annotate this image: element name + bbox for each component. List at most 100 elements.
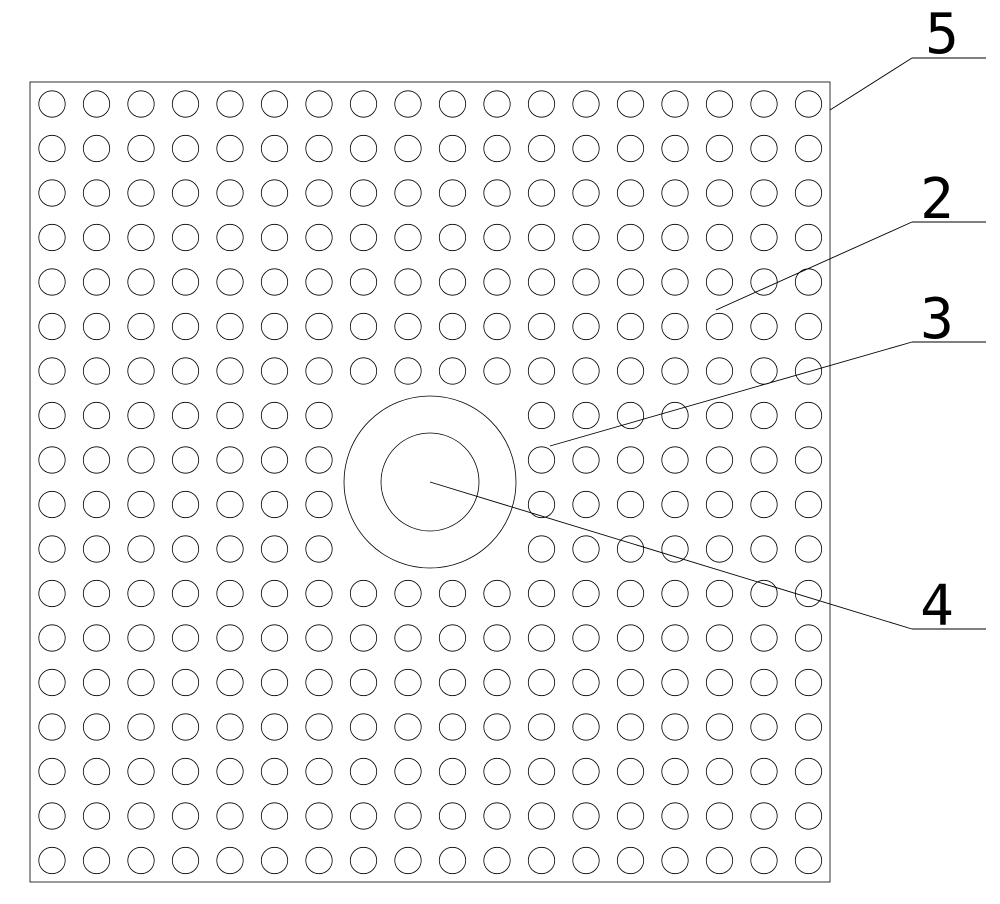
callout-label: 5	[925, 2, 959, 67]
grid-hole	[128, 135, 154, 161]
grid-hole	[128, 358, 154, 384]
grid-hole	[751, 669, 777, 695]
grid-hole	[350, 224, 376, 250]
callout-leader	[716, 222, 912, 310]
grid-hole	[306, 402, 332, 428]
grid-hole	[706, 180, 732, 206]
grid-hole	[39, 402, 65, 428]
grid-hole	[706, 135, 732, 161]
grid-hole	[617, 402, 643, 428]
callout-leader	[430, 482, 912, 629]
grid-hole	[350, 714, 376, 740]
grid-hole	[662, 803, 688, 829]
grid-hole	[39, 313, 65, 339]
grid-hole	[83, 625, 109, 651]
grid-hole	[306, 714, 332, 740]
grid-hole	[83, 447, 109, 473]
grid-hole	[484, 224, 510, 250]
grid-hole	[217, 135, 243, 161]
grid-hole	[573, 803, 599, 829]
grid-hole	[751, 224, 777, 250]
grid-hole	[217, 803, 243, 829]
grid-hole	[261, 669, 287, 695]
callout-leader	[550, 342, 912, 446]
grid-hole	[662, 224, 688, 250]
grid-hole	[617, 625, 643, 651]
grid-hole	[617, 669, 643, 695]
grid-hole	[617, 180, 643, 206]
grid-hole	[261, 313, 287, 339]
grid-hole	[528, 135, 554, 161]
grid-hole	[573, 224, 599, 250]
grid-hole	[83, 91, 109, 117]
grid-hole	[439, 313, 465, 339]
grid-hole	[662, 536, 688, 562]
grid-hole	[172, 358, 198, 384]
grid-hole	[484, 847, 510, 873]
grid-hole	[573, 491, 599, 517]
grid-hole	[528, 536, 554, 562]
grid-hole	[484, 135, 510, 161]
grid-hole	[39, 135, 65, 161]
grid-hole	[172, 269, 198, 295]
grid-hole	[662, 180, 688, 206]
grid-hole	[39, 580, 65, 606]
grid-hole	[172, 669, 198, 695]
grid-hole	[172, 91, 198, 117]
grid-hole	[395, 847, 421, 873]
grid-hole	[39, 447, 65, 473]
grid-hole	[395, 580, 421, 606]
grid-hole	[795, 224, 821, 250]
grid-hole	[617, 536, 643, 562]
grid-hole	[395, 625, 421, 651]
grid-hole	[706, 491, 732, 517]
grid-hole	[439, 135, 465, 161]
grid-hole	[350, 580, 376, 606]
grid-hole	[128, 313, 154, 339]
diagram-canvas: 5234	[0, 0, 1000, 904]
grid-hole	[39, 91, 65, 117]
grid-hole	[795, 847, 821, 873]
grid-hole	[484, 313, 510, 339]
grid-hole	[439, 358, 465, 384]
grid-hole	[172, 847, 198, 873]
grid-hole	[172, 803, 198, 829]
grid-hole	[83, 803, 109, 829]
grid-hole	[484, 91, 510, 117]
grid-hole	[172, 491, 198, 517]
grid-hole	[795, 135, 821, 161]
grid-hole	[617, 714, 643, 740]
grid-hole	[172, 180, 198, 206]
grid-hole	[751, 358, 777, 384]
grid-hole	[795, 402, 821, 428]
grid-hole	[128, 269, 154, 295]
grid-hole	[528, 669, 554, 695]
grid-hole	[795, 714, 821, 740]
grid-hole	[617, 224, 643, 250]
grid-hole	[528, 714, 554, 740]
grid-hole	[573, 402, 599, 428]
grid-hole	[617, 358, 643, 384]
grid-hole	[706, 847, 732, 873]
grid-hole	[751, 803, 777, 829]
grid-hole	[706, 580, 732, 606]
grid-hole	[439, 91, 465, 117]
grid-hole	[128, 402, 154, 428]
grid-hole	[573, 669, 599, 695]
grid-hole	[751, 180, 777, 206]
grid-hole	[484, 714, 510, 740]
grid-hole	[172, 224, 198, 250]
grid-hole	[128, 669, 154, 695]
grid-hole	[573, 135, 599, 161]
grid-hole	[261, 803, 287, 829]
grid-hole	[83, 358, 109, 384]
grid-hole	[617, 580, 643, 606]
grid-hole	[706, 313, 732, 339]
grid-hole	[217, 313, 243, 339]
grid-hole	[528, 313, 554, 339]
grid-hole	[306, 803, 332, 829]
grid-hole	[795, 313, 821, 339]
grid-hole	[128, 847, 154, 873]
grid-hole	[128, 803, 154, 829]
grid-hole	[39, 669, 65, 695]
